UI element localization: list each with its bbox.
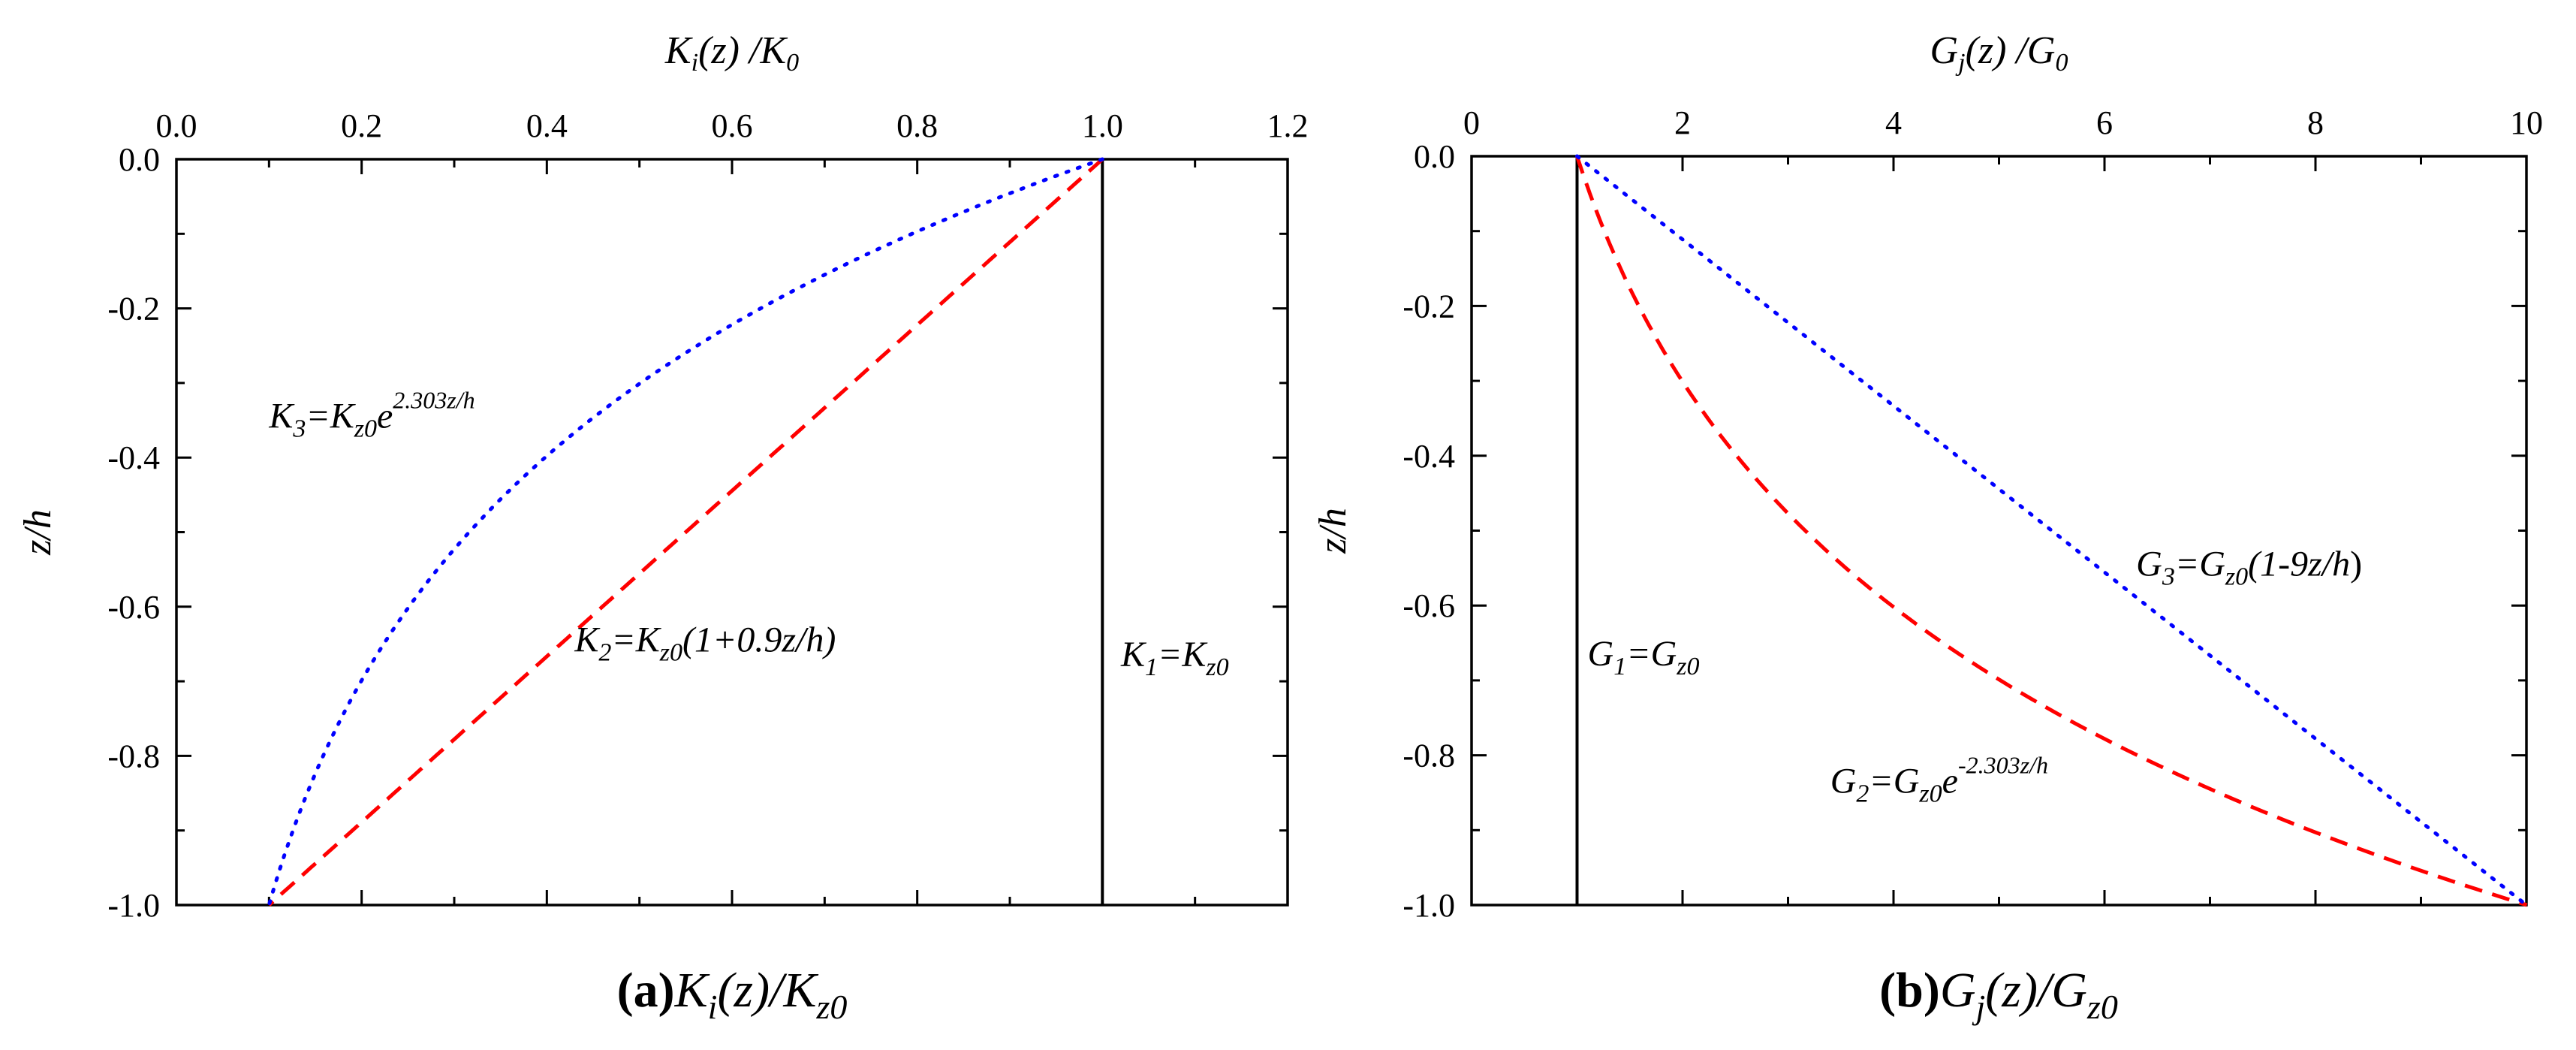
y-tick-label: 0.0 xyxy=(119,141,160,178)
series-annotation: K1=Kz0 xyxy=(1120,635,1229,681)
x-tick-label: 0.6 xyxy=(712,107,753,144)
plot-frame xyxy=(175,158,1289,907)
x-axis-label: Gj(z) /G0 xyxy=(1930,29,2068,77)
x-tick-label: 0.4 xyxy=(526,107,568,144)
series-annotation: G2=Gz0e-2.303z/h xyxy=(1830,751,2048,807)
x-tick-label: 4 xyxy=(1885,104,1902,141)
y-tick-label: -0.2 xyxy=(1402,288,1455,324)
x-tick-label: 6 xyxy=(2096,104,2113,141)
y-tick-label: -1.0 xyxy=(107,887,160,924)
panel-caption: (a)Ki(z)/Kz0 xyxy=(617,963,848,1026)
x-tick-label: 8 xyxy=(2307,104,2324,141)
y-tick-label: -0.6 xyxy=(1402,587,1455,624)
x-tick-label: 1.0 xyxy=(1082,107,1123,144)
y-tick-label: -0.6 xyxy=(107,589,160,626)
series-line-dashed xyxy=(267,158,1104,907)
panel-caption: (b)Gj(z)/Gz0 xyxy=(1879,963,2118,1026)
series-annotation: K2=Kz0(1+0.9z/h) xyxy=(574,620,836,666)
x-tick-label: 0.8 xyxy=(896,107,938,144)
x-tick-label: 0.2 xyxy=(341,107,382,144)
y-tick-label: 0.0 xyxy=(1414,138,1455,175)
y-axis-label: z/h xyxy=(1312,508,1354,554)
x-axis-label: Ki(z) /K0 xyxy=(664,29,799,77)
series-annotation: G1=Gz0 xyxy=(1588,634,1700,680)
x-tick-label: 1.2 xyxy=(1267,107,1309,144)
x-tick-label: 2 xyxy=(1674,104,1691,141)
series-annotation: K3=Kz0e2.303z/h xyxy=(268,386,475,442)
x-tick-label: 10 xyxy=(2510,104,2543,141)
chart-panel-b: 0 2 4 6 8 10 0.0 -0.2 -0.4 -0.6 -0.8 -1.0 Gj(z) /G0 z… xyxy=(1312,29,2543,1026)
series-line-dashed xyxy=(1575,155,2528,907)
x-tick-label: 0 xyxy=(1463,104,1480,141)
plot-frame xyxy=(1470,155,2528,907)
y-tick-label: -0.8 xyxy=(1402,738,1455,774)
y-tick-label: -0.2 xyxy=(107,291,160,327)
y-tick-label: -0.8 xyxy=(107,738,160,774)
series-line-dotted xyxy=(1575,154,2529,907)
y-tick-label: -0.4 xyxy=(1402,438,1455,475)
x-tick-label: 0.0 xyxy=(156,107,197,144)
y-tick-label: -0.4 xyxy=(107,439,160,476)
chart-panel-a: 0.0 0.2 0.4 0.6 0.8 1.0 1.2 0.0 -0.2 -0.4 -0.6 -0.8… xyxy=(17,29,1309,1026)
y-tick-label: -1.0 xyxy=(1402,887,1455,924)
series-annotation: G3=Gz0(1-9z/h) xyxy=(2136,544,2362,590)
y-axis-label: z/h xyxy=(17,509,59,556)
